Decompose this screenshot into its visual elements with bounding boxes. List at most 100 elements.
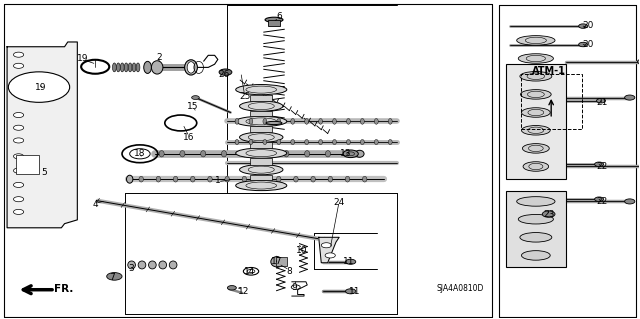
- Ellipse shape: [325, 151, 330, 157]
- Text: 24: 24: [333, 198, 345, 207]
- Ellipse shape: [116, 63, 120, 72]
- Circle shape: [107, 272, 122, 280]
- Text: 17: 17: [271, 257, 282, 266]
- Circle shape: [346, 289, 356, 294]
- Text: 22: 22: [596, 162, 608, 171]
- Ellipse shape: [328, 176, 333, 182]
- Ellipse shape: [305, 151, 310, 157]
- Text: 2: 2: [156, 53, 162, 62]
- Text: 19: 19: [77, 54, 88, 63]
- Ellipse shape: [113, 63, 116, 72]
- Ellipse shape: [345, 176, 349, 182]
- Ellipse shape: [128, 63, 132, 72]
- Text: 5: 5: [41, 168, 47, 177]
- Circle shape: [13, 138, 24, 143]
- Ellipse shape: [518, 214, 554, 224]
- Ellipse shape: [362, 176, 367, 182]
- Ellipse shape: [132, 63, 136, 72]
- Circle shape: [219, 69, 232, 75]
- Circle shape: [13, 168, 24, 173]
- Ellipse shape: [120, 63, 124, 72]
- Text: 18: 18: [134, 149, 146, 158]
- Ellipse shape: [522, 251, 550, 260]
- Circle shape: [13, 63, 24, 68]
- Ellipse shape: [522, 125, 550, 135]
- Ellipse shape: [516, 197, 555, 206]
- Ellipse shape: [170, 261, 177, 269]
- Ellipse shape: [263, 151, 268, 157]
- Ellipse shape: [305, 119, 308, 124]
- Ellipse shape: [128, 261, 136, 269]
- Ellipse shape: [388, 139, 392, 145]
- Text: 22: 22: [596, 197, 608, 206]
- Text: 21: 21: [596, 99, 608, 108]
- Ellipse shape: [333, 139, 337, 145]
- Circle shape: [13, 182, 24, 188]
- Ellipse shape: [516, 36, 555, 45]
- Circle shape: [13, 154, 24, 159]
- Circle shape: [8, 72, 70, 102]
- Ellipse shape: [242, 176, 246, 182]
- Ellipse shape: [266, 122, 282, 124]
- Ellipse shape: [360, 139, 364, 145]
- Ellipse shape: [346, 139, 350, 145]
- Circle shape: [596, 99, 605, 103]
- Ellipse shape: [236, 148, 287, 158]
- Bar: [506, 191, 566, 268]
- Ellipse shape: [291, 139, 294, 145]
- Circle shape: [343, 150, 358, 158]
- Circle shape: [579, 42, 588, 47]
- Ellipse shape: [159, 151, 164, 157]
- Ellipse shape: [124, 63, 128, 72]
- Bar: [17, 155, 38, 174]
- Circle shape: [346, 259, 356, 264]
- Bar: [276, 257, 287, 266]
- Text: 25: 25: [239, 92, 250, 101]
- Circle shape: [13, 197, 24, 202]
- Ellipse shape: [242, 151, 247, 157]
- Bar: [250, 95, 273, 101]
- Ellipse shape: [249, 139, 253, 145]
- Circle shape: [595, 197, 604, 201]
- Text: 16: 16: [183, 133, 195, 142]
- Ellipse shape: [239, 165, 283, 175]
- Ellipse shape: [520, 90, 551, 99]
- Ellipse shape: [263, 139, 267, 145]
- Ellipse shape: [159, 261, 166, 269]
- Circle shape: [579, 24, 588, 28]
- Polygon shape: [7, 42, 77, 228]
- Ellipse shape: [305, 139, 308, 145]
- Ellipse shape: [360, 119, 364, 124]
- Circle shape: [321, 243, 332, 248]
- Text: 12: 12: [237, 287, 249, 296]
- Ellipse shape: [374, 139, 378, 145]
- Bar: [250, 158, 273, 165]
- Text: 8: 8: [287, 267, 292, 276]
- Bar: [250, 126, 273, 132]
- Ellipse shape: [180, 151, 185, 157]
- Ellipse shape: [191, 176, 195, 182]
- Ellipse shape: [523, 162, 548, 171]
- Text: 1: 1: [215, 176, 221, 185]
- Ellipse shape: [235, 139, 239, 145]
- Ellipse shape: [520, 233, 552, 242]
- Text: 4: 4: [92, 200, 98, 209]
- Ellipse shape: [236, 181, 287, 191]
- Text: 3: 3: [129, 263, 134, 273]
- Text: 26: 26: [218, 70, 230, 79]
- Circle shape: [595, 162, 604, 167]
- Ellipse shape: [208, 176, 212, 182]
- Ellipse shape: [221, 151, 227, 157]
- Circle shape: [625, 95, 635, 100]
- Ellipse shape: [520, 71, 552, 81]
- Ellipse shape: [173, 176, 178, 182]
- Ellipse shape: [236, 116, 287, 126]
- Ellipse shape: [522, 144, 549, 153]
- Circle shape: [13, 113, 24, 118]
- Circle shape: [637, 59, 640, 64]
- Ellipse shape: [201, 151, 205, 157]
- Ellipse shape: [249, 119, 253, 124]
- Ellipse shape: [148, 261, 156, 269]
- Circle shape: [325, 253, 335, 258]
- Circle shape: [13, 52, 24, 57]
